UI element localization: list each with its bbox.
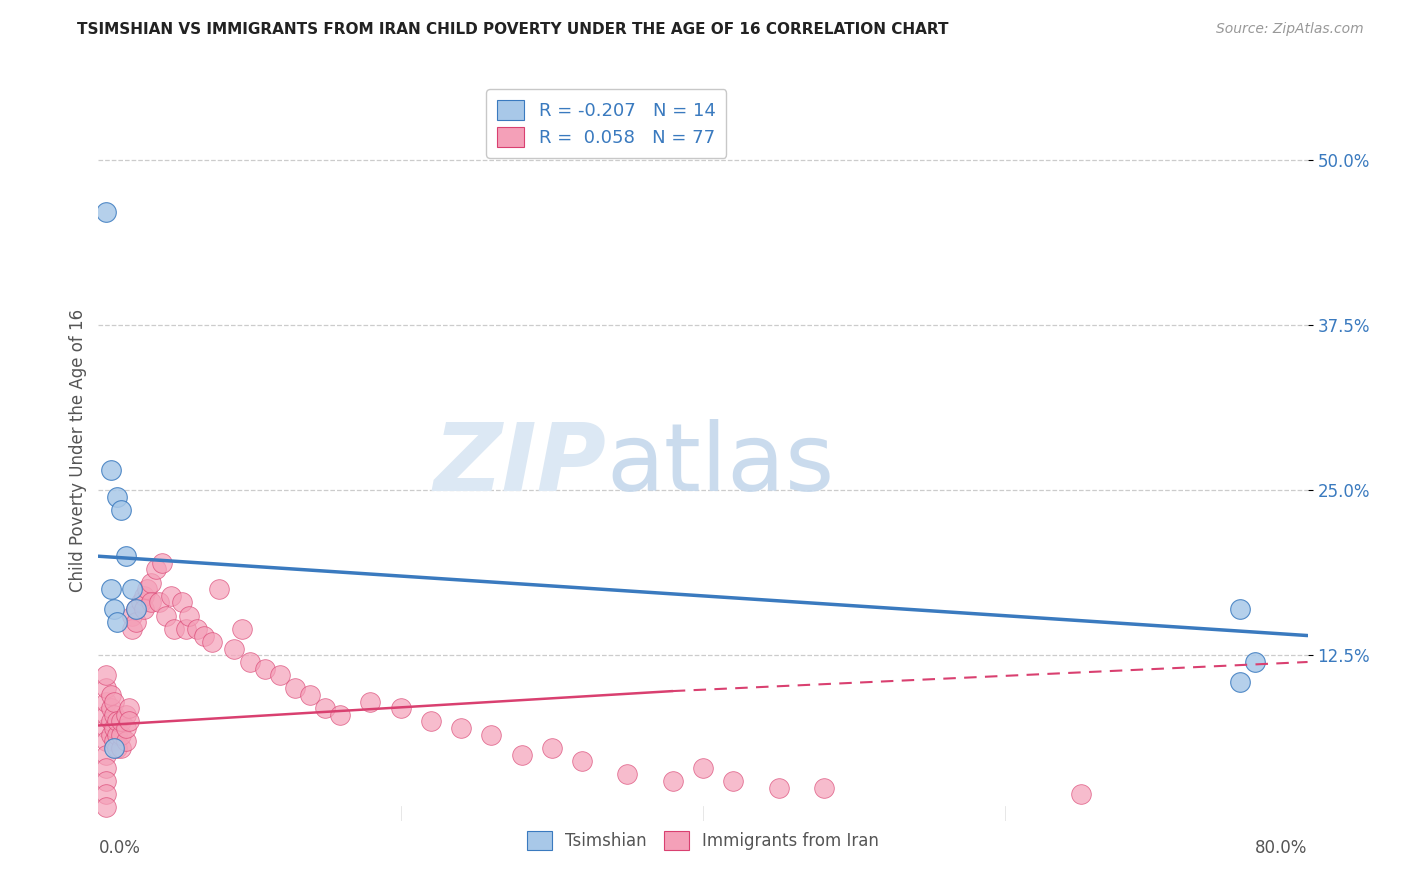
Point [768, 780, 790, 795]
Point [105, 490, 128, 504]
Text: 0.0%: 0.0% [98, 839, 141, 857]
Point [510, 747, 533, 762]
Y-axis label: Child Poverty Under the Age of 16: Child Poverty Under the Age of 16 [69, 309, 87, 592]
Point [141, 575, 163, 590]
Point [269, 668, 291, 682]
Point [103, 707, 125, 722]
Point [481, 728, 503, 742]
Point [692, 761, 714, 775]
Point [125, 602, 148, 616]
Point [105, 714, 128, 729]
Point [179, 608, 201, 623]
Point [125, 615, 148, 630]
Point [100, 701, 122, 715]
Point [186, 622, 208, 636]
Point [94, 787, 117, 801]
Point [1070, 787, 1092, 801]
Point [94, 774, 117, 789]
Point [94, 800, 117, 814]
Point [105, 615, 128, 630]
Point [121, 582, 143, 597]
Point [540, 740, 562, 755]
Point [284, 681, 307, 696]
Point [132, 602, 155, 616]
Point [360, 695, 382, 709]
Point [94, 747, 117, 762]
Point [94, 761, 117, 775]
Point [170, 595, 193, 609]
Point [253, 662, 276, 676]
Point [224, 641, 246, 656]
Point [1229, 674, 1251, 689]
Point [103, 695, 125, 709]
Point [299, 688, 322, 702]
Point [163, 622, 186, 636]
Point [110, 740, 132, 755]
Point [100, 728, 122, 742]
Point [110, 714, 132, 729]
Point [94, 734, 117, 748]
Point [141, 595, 163, 609]
Point [208, 582, 231, 597]
Point [110, 503, 132, 517]
Point [239, 655, 262, 669]
Point [1243, 655, 1265, 669]
Text: TSIMSHIAN VS IMMIGRANTS FROM IRAN CHILD POVERTY UNDER THE AGE OF 16 CORRELATION : TSIMSHIAN VS IMMIGRANTS FROM IRAN CHILD … [77, 22, 949, 37]
Point [94, 721, 117, 735]
Point [105, 740, 128, 755]
Point [94, 695, 117, 709]
Point [118, 714, 141, 729]
Point [723, 774, 745, 789]
Point [125, 602, 148, 616]
Point [118, 701, 141, 715]
Point [114, 734, 136, 748]
Point [329, 707, 352, 722]
Point [132, 589, 155, 603]
Point [1229, 602, 1251, 616]
Point [100, 582, 122, 597]
Point [103, 721, 125, 735]
Point [103, 602, 125, 616]
Legend: Tsimshian, Immigrants from Iran: Tsimshian, Immigrants from Iran [520, 825, 886, 856]
Point [389, 701, 412, 715]
Point [150, 556, 173, 570]
Point [193, 628, 215, 642]
Point [420, 714, 443, 729]
Text: Source: ZipAtlas.com: Source: ZipAtlas.com [1216, 22, 1364, 37]
Point [103, 740, 125, 755]
Point [114, 721, 136, 735]
Point [148, 595, 170, 609]
Point [114, 549, 136, 564]
Point [100, 463, 122, 477]
Point [174, 622, 197, 636]
Point [121, 608, 143, 623]
Point [129, 595, 152, 609]
Point [201, 635, 224, 649]
Point [105, 728, 128, 742]
Point [314, 701, 336, 715]
Point [94, 681, 117, 696]
Point [94, 205, 117, 219]
Point [616, 767, 638, 781]
Point [450, 721, 472, 735]
Point [160, 589, 183, 603]
Text: 80.0%: 80.0% [1256, 839, 1308, 857]
Point [94, 668, 117, 682]
Point [571, 754, 593, 768]
Point [110, 728, 132, 742]
Point [155, 608, 177, 623]
Point [100, 714, 122, 729]
Point [94, 707, 117, 722]
Point [135, 582, 157, 597]
Point [231, 622, 253, 636]
Point [661, 774, 683, 789]
Point [145, 562, 167, 576]
Point [114, 707, 136, 722]
Text: ZIP: ZIP [433, 419, 606, 511]
Point [100, 688, 122, 702]
Point [121, 622, 143, 636]
Point [813, 780, 835, 795]
Point [103, 734, 125, 748]
Text: atlas: atlas [606, 419, 835, 511]
